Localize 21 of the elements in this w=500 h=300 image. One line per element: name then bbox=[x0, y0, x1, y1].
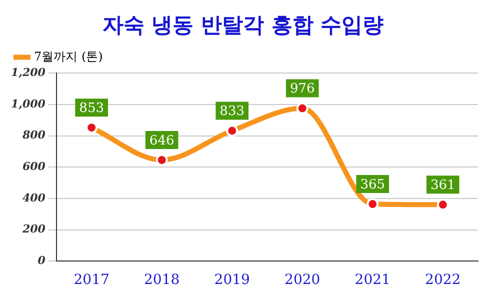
data-label: 976 bbox=[290, 82, 315, 97]
y-tick-label: 800 bbox=[21, 128, 46, 142]
data-label: 361 bbox=[430, 178, 456, 194]
x-tick-label: 2020 bbox=[284, 272, 320, 288]
y-tick-label: 200 bbox=[21, 222, 46, 236]
x-tick-label: 2017 bbox=[74, 272, 110, 288]
legend-label: 7월까지 (톤) bbox=[34, 49, 103, 64]
y-tick-label: 600 bbox=[22, 160, 46, 174]
x-tick-label: 2018 bbox=[144, 272, 180, 288]
x-tick-label: 2021 bbox=[354, 272, 390, 288]
x-tick-label: 2022 bbox=[425, 272, 461, 288]
data-label: 833 bbox=[220, 104, 245, 120]
y-tick-label: 0 bbox=[38, 254, 46, 268]
chart-title: 자숙 냉동 반탈각 홍합 수입량 bbox=[102, 13, 384, 38]
y-tick-label: 1,200 bbox=[10, 66, 46, 80]
y-tick-label: 1,000 bbox=[10, 97, 46, 110]
data-label: 365 bbox=[360, 177, 386, 192]
data-label: 646 bbox=[149, 133, 174, 148]
x-tick-label: 2019 bbox=[214, 272, 250, 288]
data-label: 853 bbox=[79, 100, 104, 116]
y-tick-label: 400 bbox=[22, 191, 46, 204]
